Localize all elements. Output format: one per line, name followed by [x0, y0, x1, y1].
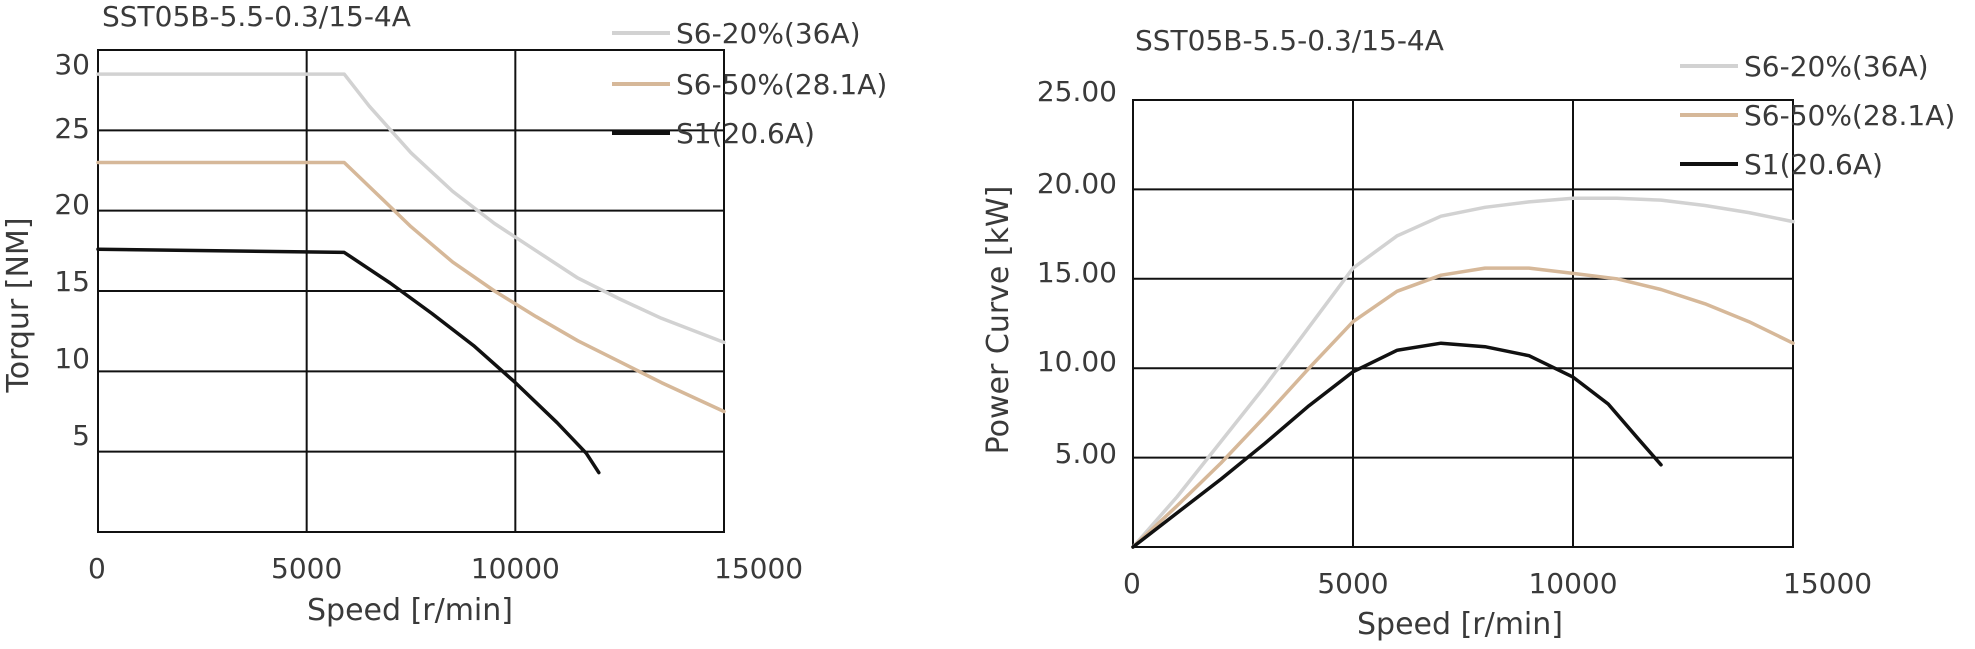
y-tick-label: 10.00: [1037, 345, 1117, 378]
y-axis-label: Power Curve [kW]: [981, 186, 1016, 455]
y-tick-label: 20.00: [1037, 167, 1117, 200]
x-tick-label: 15000: [714, 552, 803, 585]
legend-label: S1(20.6A): [1744, 148, 1883, 181]
y-tick-label: 15: [54, 265, 90, 298]
series-line: [1131, 341, 1663, 549]
x-axis-label: Speed [r/min]: [307, 593, 513, 628]
plot-frame: [1132, 99, 1794, 548]
y-axis-label: Torqur [NM]: [1, 217, 36, 393]
y-tick-label: 15.00: [1037, 256, 1117, 289]
series-line: [96, 160, 726, 414]
series-line: [1131, 266, 1795, 549]
series-line: [1131, 196, 1795, 549]
x-tick-label: 10000: [1528, 567, 1617, 600]
x-tick-label: 0: [88, 552, 106, 585]
y-tick-label: 25: [54, 112, 90, 145]
legend-label: S6-20%(36A): [1744, 50, 1929, 83]
legend-label: S6-50%(28.1A): [1744, 99, 1955, 132]
chart-title: SST05B-5.5-0.3/15-4A: [1135, 24, 1444, 57]
y-tick-label: 30: [54, 48, 90, 81]
x-axis-label: Speed [r/min]: [1357, 607, 1563, 642]
series-line: [96, 72, 726, 345]
power-chart: SST05B-5.5-0.3/15-4A 0 5000 10000 15000 5.00…: [981, 24, 1955, 642]
torque-chart: SST05B-5.5-0.3/15-4A 0 5000 10000 15000 5 10 1…: [1, 0, 887, 628]
x-tick-label: 10000: [471, 552, 560, 585]
x-tick-label: 5000: [271, 552, 342, 585]
x-tick-label: 15000: [1783, 567, 1872, 600]
y-tick-label: 10: [54, 342, 90, 375]
x-tick-label: 5000: [1317, 567, 1388, 600]
legend-label: S6-50%(28.1A): [676, 68, 887, 101]
x-tick-label: 0: [1123, 567, 1141, 600]
legend-label: S6-20%(36A): [676, 17, 861, 50]
plot-area: 0 5000 10000 15000 5 10 15 20 25 30 S6-20%(36A) S6-…: [54, 17, 887, 585]
plot-area: 0 5000 10000 15000 5.00 10.00 15.00 20.00 25.00 S…: [1037, 50, 1955, 600]
y-tick-label: 25.00: [1037, 75, 1117, 108]
chart-title: SST05B-5.5-0.3/15-4A: [102, 0, 411, 33]
y-tick-label: 5: [72, 419, 90, 452]
y-tick-label: 20: [54, 188, 90, 221]
legend-label: S1(20.6A): [676, 117, 815, 150]
y-tick-label: 5.00: [1055, 437, 1117, 470]
series-line: [96, 247, 601, 475]
